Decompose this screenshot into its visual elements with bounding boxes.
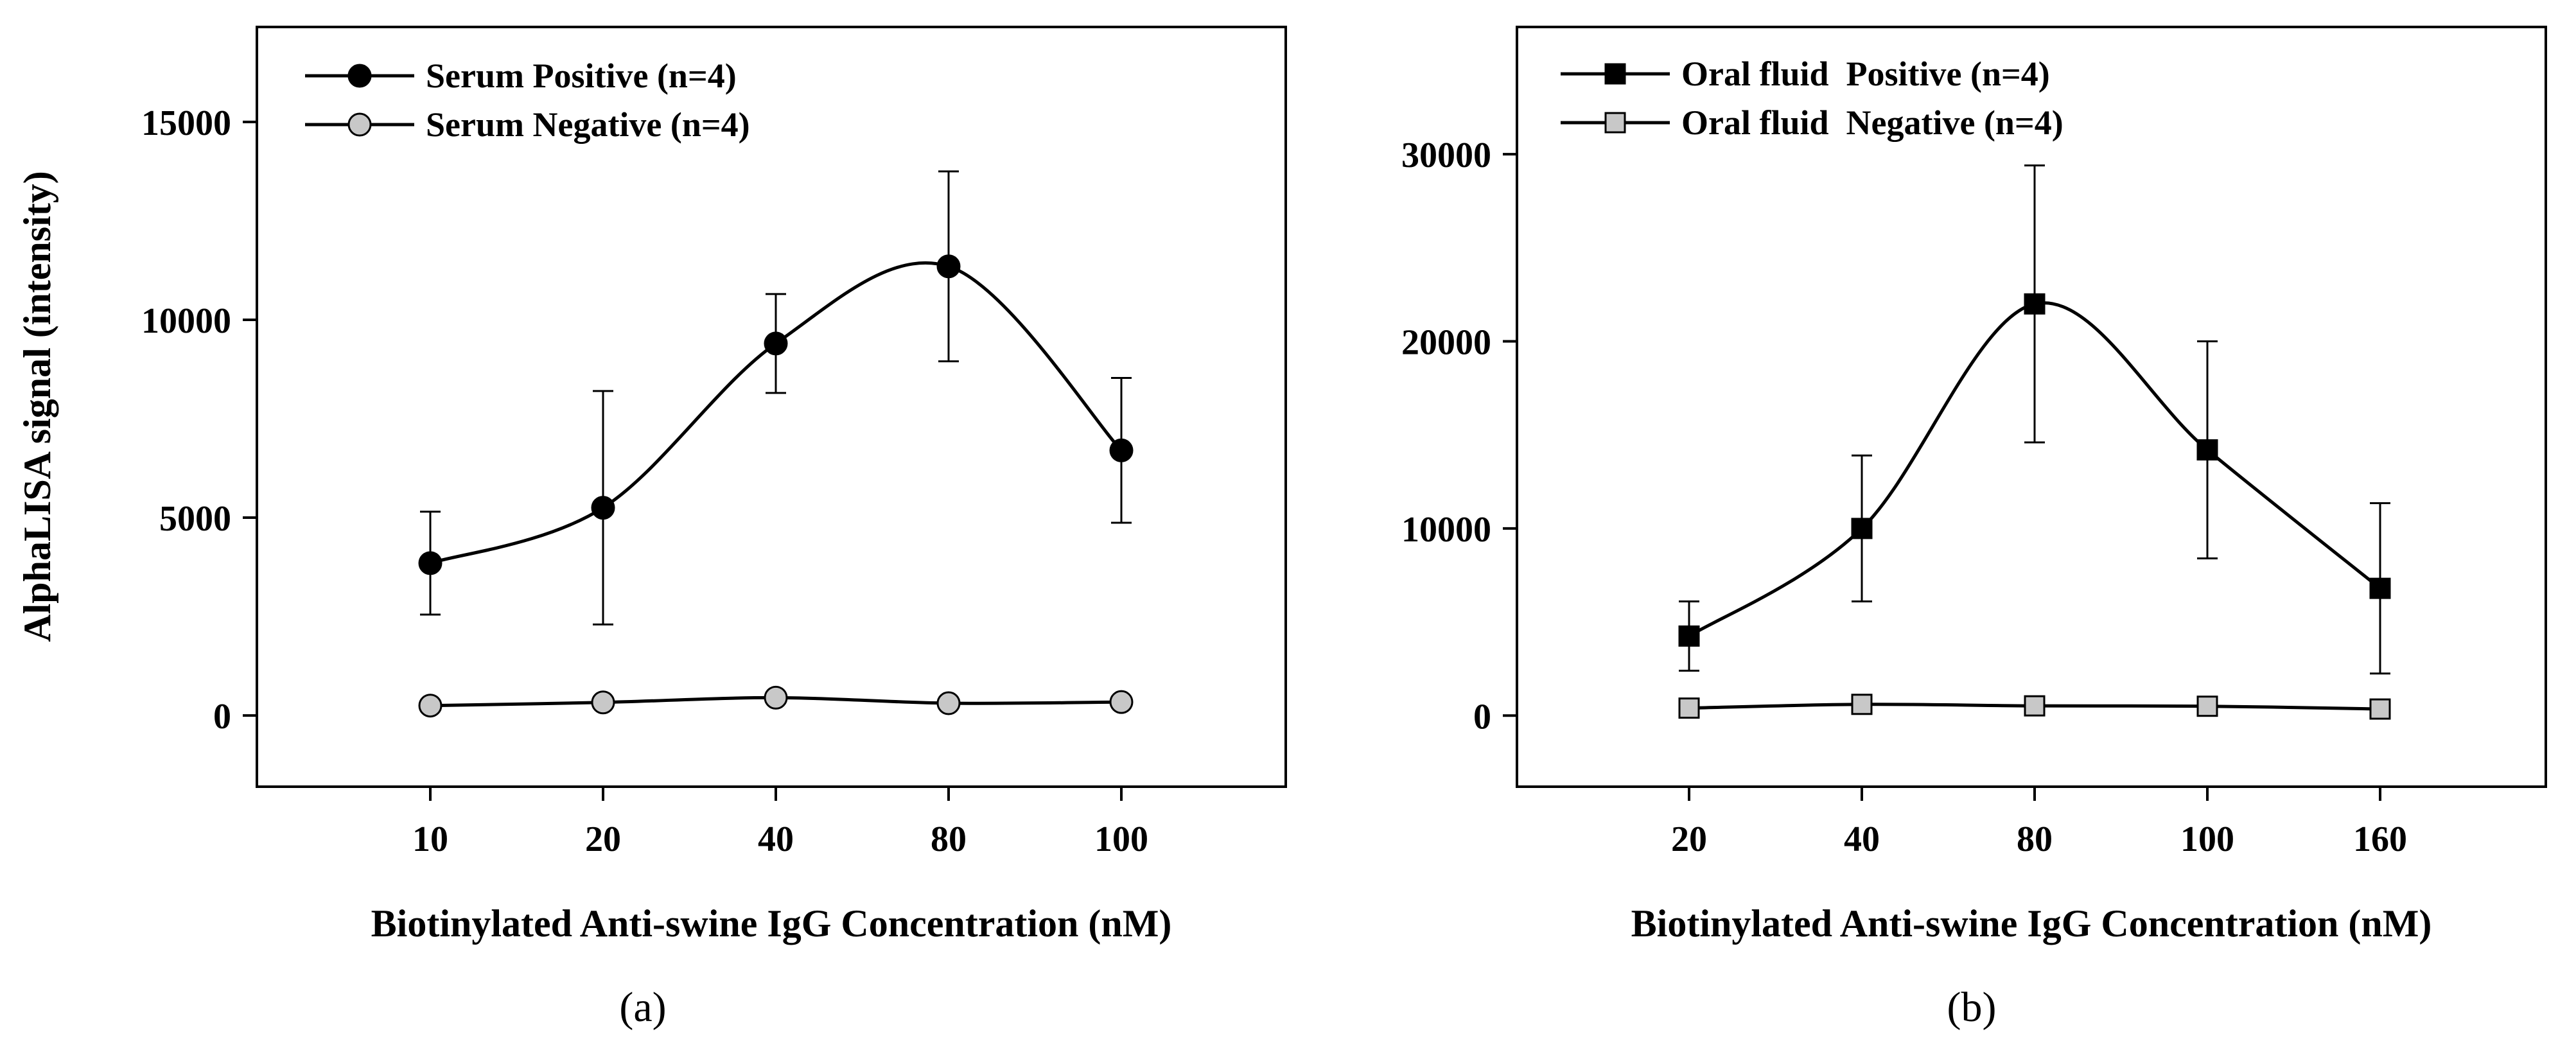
data-point xyxy=(764,331,788,356)
legend-label: Serum Negative (n=4) xyxy=(426,105,750,144)
marker-layer xyxy=(418,254,1134,718)
legend-item: Oral fluid Positive (n=4) xyxy=(1561,55,2050,93)
y-tick-label: 0 xyxy=(1473,697,1491,737)
legend-marker xyxy=(1604,112,1626,134)
data-point xyxy=(2024,293,2046,315)
legend-item: Oral fluid Negative (n=4) xyxy=(1561,103,2063,142)
x-tick-label: 100 xyxy=(2180,819,2234,859)
panel-label: (b) xyxy=(1947,984,1997,1031)
data-point xyxy=(418,551,442,575)
data-point xyxy=(2196,696,2218,717)
y-tick-label: 10000 xyxy=(1401,510,1491,550)
x-tick-label: 160 xyxy=(2353,819,2407,859)
y-tick-label: 30000 xyxy=(1401,136,1491,175)
x-tick-label: 100 xyxy=(1094,819,1148,859)
x-tick-label: 10 xyxy=(412,819,448,859)
data-point xyxy=(2369,577,2391,599)
data-point xyxy=(936,691,961,715)
plot-frame xyxy=(1516,26,2547,788)
data-point xyxy=(1851,694,1873,715)
data-point xyxy=(1109,690,1134,714)
tick-layer: 0 5000 10000 15000 10 20 40 80 100 xyxy=(141,103,1148,859)
data-point xyxy=(936,254,961,279)
data-point xyxy=(1851,518,1873,539)
y-tick-label: 20000 xyxy=(1401,323,1491,363)
data-point xyxy=(591,496,615,520)
legend-marker xyxy=(1604,63,1626,85)
legend: Oral fluid Positive (n=4) Oral fluid Nega… xyxy=(1561,55,2063,142)
y-tick-label: 15000 xyxy=(141,103,231,143)
x-tick-label: 20 xyxy=(585,819,621,859)
x-tick-label: 80 xyxy=(2017,819,2053,859)
x-axis-title: Biotinylated Anti-swine IgG Concentratio… xyxy=(1631,902,2432,945)
panel-b: Biotinylated Anti-swine IgG Concentratio… xyxy=(1401,26,2547,1031)
y-tick-label: 10000 xyxy=(141,301,231,341)
x-tick-label: 80 xyxy=(931,819,967,859)
plot-frame xyxy=(256,26,1287,788)
legend: Serum Positive (n=4) Serum Negative (n=4) xyxy=(305,57,750,144)
legend-marker xyxy=(347,112,372,137)
legend-label: Oral fluid Negative (n=4) xyxy=(1681,103,2063,142)
panel-a: AlphaLISA signal (intensity) Biotinylate… xyxy=(16,26,1287,1031)
legend-label: Serum Positive (n=4) xyxy=(426,57,737,95)
y-tick-label: 5000 xyxy=(159,499,231,539)
data-point xyxy=(591,690,615,715)
legend-marker xyxy=(347,64,372,88)
data-point xyxy=(764,685,788,710)
data-point xyxy=(2196,439,2218,461)
data-point xyxy=(2369,698,2391,720)
data-point xyxy=(1678,625,1700,647)
marker-layer xyxy=(1678,293,2391,720)
data-point xyxy=(418,694,442,718)
y-tick-label: 0 xyxy=(213,697,231,737)
tick-layer: 0 10000 20000 30000 20 40 80 100 160 xyxy=(1401,136,2407,859)
x-tick-label: 40 xyxy=(1844,819,1880,859)
legend-label: Oral fluid Positive (n=4) xyxy=(1681,55,2050,93)
x-axis-title: Biotinylated Anti-swine IgG Concentratio… xyxy=(371,902,1172,945)
data-point xyxy=(1109,438,1134,462)
x-tick-label: 20 xyxy=(1671,819,1707,859)
data-point xyxy=(2024,695,2046,717)
panel-label: (a) xyxy=(619,984,666,1031)
legend-item: Serum Negative (n=4) xyxy=(305,105,750,144)
panel-letter: b xyxy=(1961,984,1983,1031)
data-point xyxy=(1678,697,1700,719)
x-tick-label: 40 xyxy=(758,819,794,859)
panel-letter: a xyxy=(633,984,652,1031)
legend-item: Serum Positive (n=4) xyxy=(305,57,737,95)
y-axis-title: AlphaLISA signal (intensity) xyxy=(16,171,58,642)
